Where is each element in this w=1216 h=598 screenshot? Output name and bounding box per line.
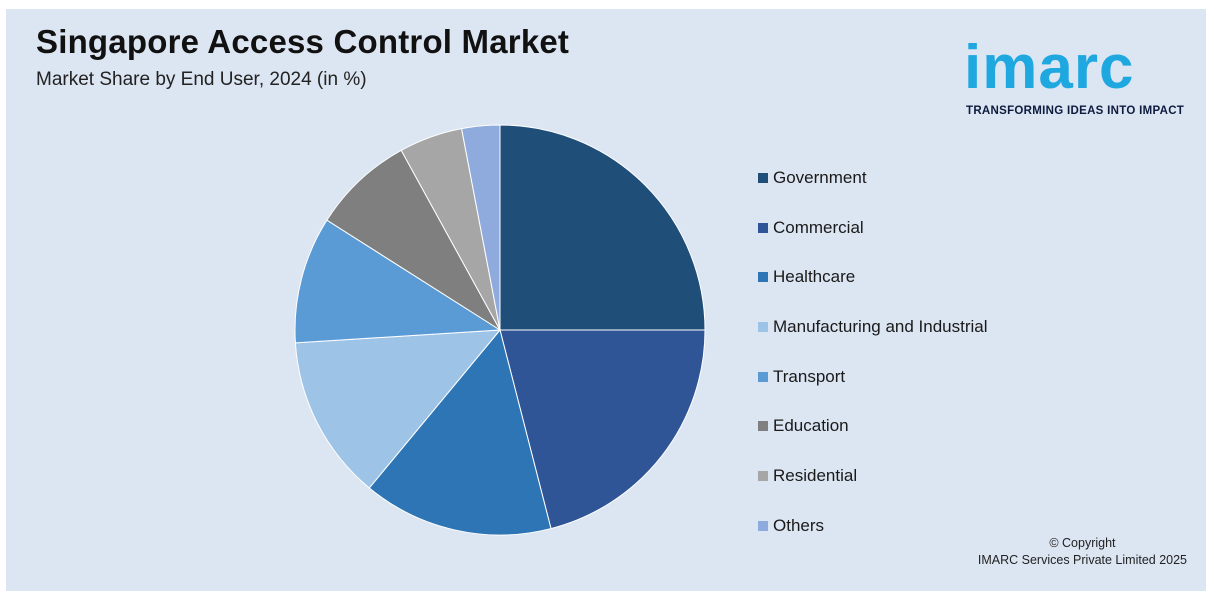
legend-item: Education [758,401,988,451]
legend-label: Others [773,515,825,535]
legend-label: Transport [773,366,846,386]
pie-slice-manufacturing-and-industrial [294,329,502,489]
legend-swatch [758,520,768,531]
legend-swatch [758,272,768,283]
legend-label: Education [773,416,849,436]
legend-label: Manufacturing and Industrial [773,316,988,336]
chart-subtitle: Market Share by End User, 2024 (in %) [36,69,367,90]
legend-item: Government [758,153,988,203]
legend-swatch [758,421,768,432]
legend-swatch [758,371,768,382]
imarc-logo: imarc TRANSFORMING IDEAS INTO IMPACT [964,23,1196,123]
legend-swatch [758,172,768,183]
pie-slice-education [326,149,501,331]
pie-slice-healthcare [368,328,552,536]
pie-slice-transport [294,219,502,344]
legend-swatch [758,222,768,233]
legend-swatch [758,321,768,332]
legend-item: Transport [758,352,988,402]
chart-title: Singapore Access Control Market [36,23,570,60]
legend-swatch [758,470,768,481]
legend-item: Residential [758,451,988,501]
pie-slice-government [499,124,706,331]
pie-slice-commercial [499,329,706,530]
legend-label: Government [773,167,867,187]
chart-panel: Singapore Access Control Market Market S… [6,9,1206,591]
logo-tagline: TRANSFORMING IDEAS INTO IMPACT [966,105,1185,117]
legend-item: Manufacturing and Industrial [758,302,988,352]
copyright-notice: © Copyright IMARC Services Private Limit… [978,535,1187,569]
legend-label: Residential [773,465,858,485]
copyright-line: © Copyright [1049,536,1116,550]
legend-item: Commercial [758,203,988,253]
legend-item: Others [758,501,988,551]
chart-legend: Government Commercial Healthcare Manufactur… [758,153,988,551]
pie-slice-others [461,124,501,331]
copyright-company: IMARC Services Private Limited 2025 [977,553,1187,567]
legend-item: Healthcare [758,252,988,302]
pie-chart [294,124,706,536]
legend-label: Healthcare [773,267,856,287]
logo-wordmark: imarc [964,33,1135,102]
legend-label: Commercial [773,217,864,237]
